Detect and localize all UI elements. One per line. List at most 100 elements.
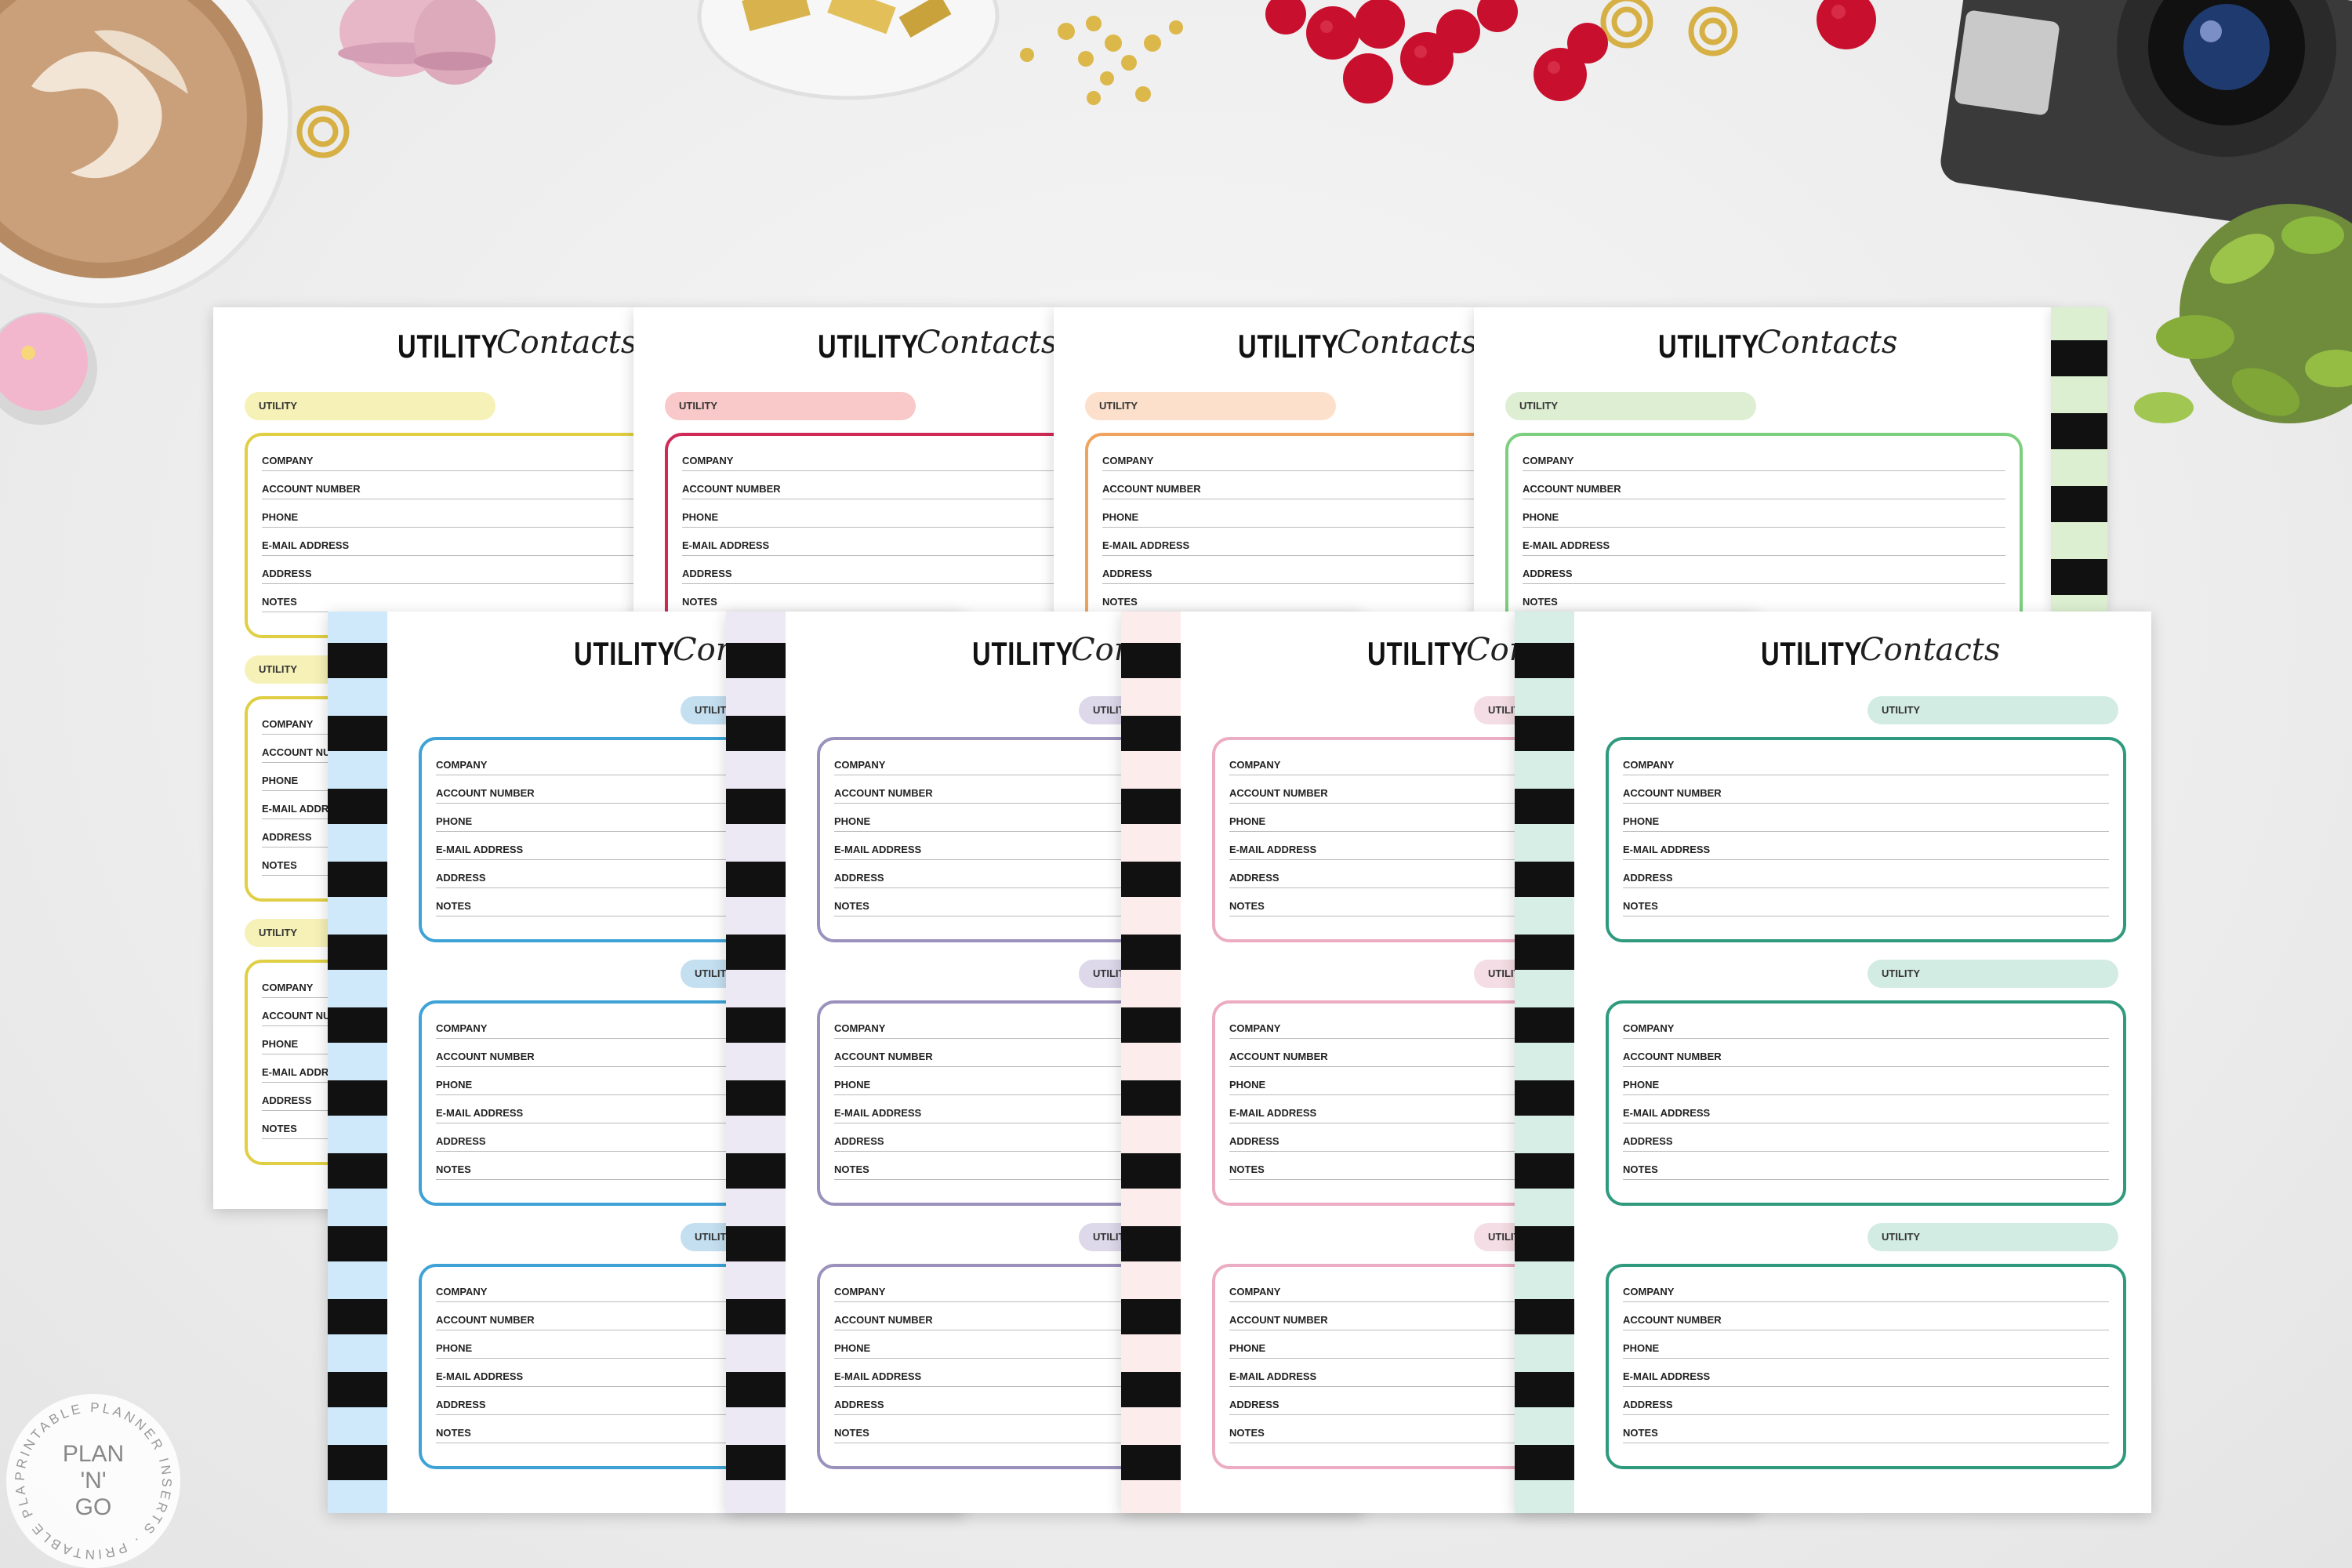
field-row: ACCOUNT NUMBER: [436, 776, 922, 804]
logo-line-3: GO: [74, 1494, 112, 1520]
utility-label: UTILITY: [1867, 696, 2118, 724]
field-row: ACCOUNT NUMBER: [1229, 1040, 1715, 1067]
page-title: UTILITY: [1761, 635, 1863, 672]
field-row: ACCOUNT NUMBER: [834, 1040, 1320, 1067]
field-row: E-MAIL ADDRESS: [1623, 833, 2109, 860]
field-row: ACCOUNT NUMBER: [436, 1040, 922, 1067]
field-row: COMPANY: [1623, 1011, 2109, 1039]
field-row: PHONE: [436, 1331, 922, 1359]
field-row: E-MAIL ADDRESS: [1102, 528, 1477, 556]
field-row: PHONE: [1623, 804, 2109, 832]
macarons-icon: [338, 0, 495, 85]
field-row: ACCOUNT NUMBER: [262, 472, 637, 499]
field-row: PHONE: [1229, 1068, 1715, 1095]
field-row: E-MAIL ADDRESS: [834, 833, 1320, 860]
field-row: E-MAIL ADDRESS: [1229, 1096, 1715, 1123]
field-row: E-MAIL ADDRESS: [1523, 528, 2005, 556]
field-row: E-MAIL ADDRESS: [1623, 1359, 2109, 1387]
page-title: UTILITY: [397, 328, 499, 365]
field-row: PHONE: [1523, 500, 2005, 528]
field-row: ADDRESS: [1229, 1124, 1715, 1152]
stripe-band: [1121, 612, 1181, 1513]
field-row: ACCOUNT NUMBER: [1523, 472, 2005, 499]
field-row: COMPANY: [834, 748, 1320, 775]
field-row: ACCOUNT NUMBER: [834, 776, 1320, 804]
utility-label: UTILITY: [1505, 392, 1756, 420]
plan-n-go-logo: PRINTABLE PLANNER INSERTS · PRINTABLE PL…: [6, 1394, 180, 1568]
field-row: ACCOUNT NUMBER: [1102, 472, 1477, 499]
utility-label: UTILITY: [1867, 1223, 2118, 1251]
field-row: ADDRESS: [1102, 557, 1477, 584]
field-row: ADDRESS: [682, 557, 1057, 584]
field-row: COMPANY: [1623, 748, 2109, 775]
field-row: ACCOUNT NUMBER: [682, 472, 1057, 499]
field-row: ADDRESS: [436, 1124, 922, 1152]
field-row: ACCOUNT NUMBER: [1229, 776, 1715, 804]
page-title: UTILITY: [818, 328, 920, 365]
field-row: E-MAIL ADDRESS: [1229, 833, 1715, 860]
field-row: PHONE: [834, 804, 1320, 832]
field-row: E-MAIL ADDRESS: [436, 1096, 922, 1123]
field-row: ACCOUNT NUMBER: [1229, 1303, 1715, 1330]
page-title: UTILITY: [972, 635, 1074, 672]
utility-label: UTILITY: [1867, 960, 2118, 988]
field-row: ADDRESS: [436, 1388, 922, 1415]
field-row: PHONE: [1102, 500, 1477, 528]
field-row: ADDRESS: [1229, 861, 1715, 888]
back-stripe-edge: [2051, 307, 2107, 612]
succulent-icon: [2134, 204, 2352, 423]
field-row: COMPANY: [262, 444, 637, 471]
field-row: COMPANY: [1102, 444, 1477, 471]
field-row: ACCOUNT NUMBER: [834, 1303, 1320, 1330]
field-row: PHONE: [682, 500, 1057, 528]
field-row: ADDRESS: [834, 861, 1320, 888]
field-row: ACCOUNT NUMBER: [436, 1303, 922, 1330]
field-row: ACCOUNT NUMBER: [1623, 1040, 2109, 1067]
field-row: COMPANY: [834, 1011, 1320, 1039]
field-row: ACCOUNT NUMBER: [1623, 776, 2109, 804]
page-subtitle-script: Contacts: [1337, 325, 1477, 361]
field-row: NOTES: [436, 1416, 922, 1443]
field-row: PHONE: [436, 1068, 922, 1095]
page-title: UTILITY: [1238, 328, 1340, 365]
field-row: COMPANY: [436, 748, 922, 775]
field-row: NOTES: [436, 1152, 922, 1180]
field-row: PHONE: [834, 1331, 1320, 1359]
field-row: ADDRESS: [834, 1124, 1320, 1152]
field-row: COMPANY: [1229, 748, 1715, 775]
field-row: NOTES: [1523, 585, 2005, 612]
field-row: NOTES: [1102, 585, 1477, 612]
field-row: PHONE: [1623, 1068, 2109, 1095]
field-row: NOTES: [834, 1416, 1320, 1443]
stripe-band: [726, 612, 786, 1513]
field-row: PHONE: [1229, 1331, 1715, 1359]
field-row: E-MAIL ADDRESS: [1623, 1096, 2109, 1123]
field-row: COMPANY: [682, 444, 1057, 471]
logo-ring-icon: PRINTABLE PLANNER INSERTS · PRINTABLE PL…: [6, 1394, 172, 1562]
page-subtitle-script: Contacts: [1757, 325, 1898, 361]
field-row: E-MAIL ADDRESS: [262, 528, 637, 556]
field-row: NOTES: [1623, 1152, 2109, 1180]
field-row: NOTES: [262, 585, 637, 612]
field-row: PHONE: [1229, 804, 1715, 832]
planner-page-teal: UTILITY Contacts UTILITY COMPANY ACCOUNT NUM…: [1515, 612, 2151, 1513]
gold-paperclips-icon: [296, 0, 1738, 158]
field-row: E-MAIL ADDRESS: [682, 528, 1057, 556]
field-row: E-MAIL ADDRESS: [834, 1359, 1320, 1387]
utility-label: UTILITY: [245, 392, 495, 420]
candle-icon: [0, 312, 97, 425]
field-row: ADDRESS: [1229, 1388, 1715, 1415]
utility-label: UTILITY: [665, 392, 916, 420]
gold-binder-clips-icon: [697, 0, 1000, 100]
raspberries-icon: [1265, 0, 1876, 103]
stripe-band: [328, 612, 387, 1513]
field-row: ADDRESS: [834, 1388, 1320, 1415]
field-row: NOTES: [1229, 1416, 1715, 1443]
field-row: ADDRESS: [1623, 1124, 2109, 1152]
